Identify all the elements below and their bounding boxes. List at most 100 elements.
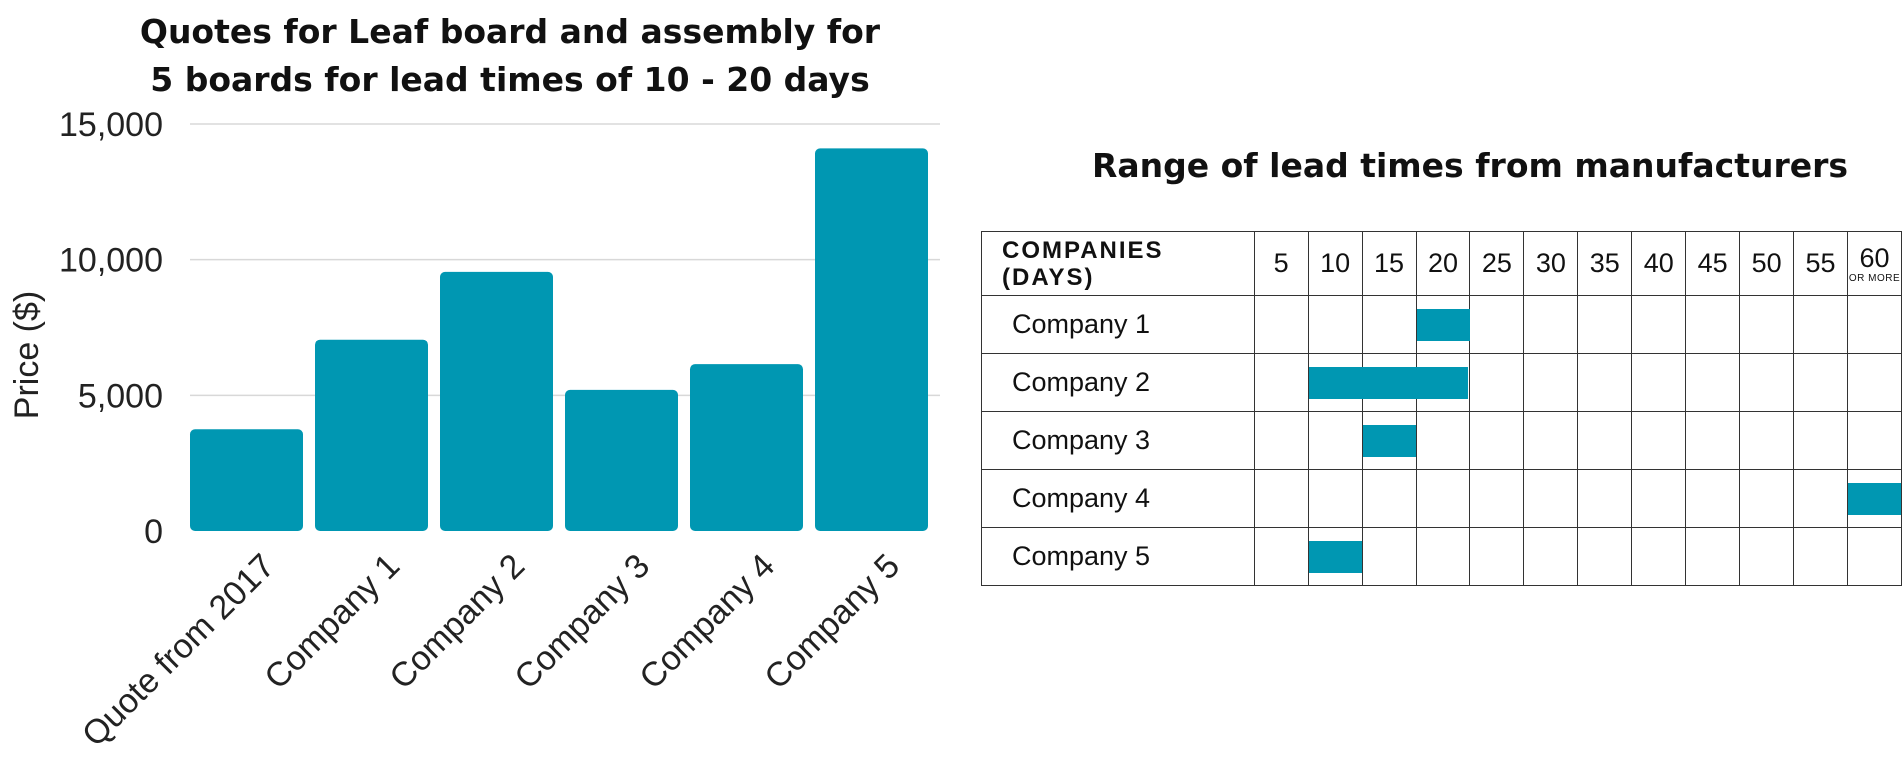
- day-cell: [1685, 295, 1741, 354]
- bar: [565, 389, 678, 531]
- day-cell: [1739, 469, 1795, 528]
- day-cell: [1793, 411, 1849, 470]
- day-cell: [1361, 353, 1417, 412]
- day-cell: [1523, 353, 1579, 412]
- day-cell: [1253, 469, 1309, 528]
- day-header: 50: [1739, 231, 1795, 296]
- day-cell: [1361, 295, 1417, 354]
- companies-days-header: COMPANIES (DAYS): [981, 231, 1255, 296]
- day-cell: [1523, 469, 1579, 528]
- company-row: Company 5: [981, 527, 1902, 586]
- day-cell: [1469, 527, 1525, 586]
- day-cell: [1793, 295, 1849, 354]
- day-header: 30: [1523, 231, 1579, 296]
- day-cell: [1577, 469, 1633, 528]
- bars: [190, 148, 928, 532]
- day-cell: [1739, 353, 1795, 412]
- lead-time-table-title: Range of lead times from manufacturers: [1091, 146, 1849, 185]
- company-name: Company 1: [981, 295, 1255, 354]
- x-tick-label: Company 5: [757, 547, 907, 697]
- day-cell: [1361, 527, 1417, 586]
- company-name: Company 3: [981, 411, 1255, 470]
- day-cell: [1739, 295, 1795, 354]
- lead-time-bar: [1308, 541, 1362, 573]
- day-cell: [1361, 469, 1417, 528]
- day-header: 60 OR MORE: [1847, 231, 1902, 296]
- day-cell: [1793, 527, 1849, 586]
- x-tick-label: Company 1: [257, 547, 407, 697]
- day-cell: [1307, 469, 1363, 528]
- day-header: 40: [1631, 231, 1687, 296]
- day-header: 25: [1469, 231, 1525, 296]
- day-cell: [1847, 411, 1902, 470]
- day-cell: [1469, 411, 1525, 470]
- day-cell: [1631, 527, 1687, 586]
- day-cell: [1415, 353, 1471, 412]
- lead-time-table: COMPANIES (DAYS) 5 10 15 20 25 30 35 40 45 50 55 60…: [981, 231, 1902, 586]
- lead-time-bar: [1362, 425, 1416, 457]
- day-cell: [1847, 527, 1902, 586]
- x-tick-label: Company 4: [632, 547, 782, 697]
- day-cell: [1253, 411, 1309, 470]
- company-row: Company 2: [981, 353, 1902, 412]
- day-cell: [1577, 411, 1633, 470]
- day-cell: [1415, 295, 1471, 354]
- day-cell: [1685, 411, 1741, 470]
- y-axis-ticks: 0 5,000 10,000 15,000: [59, 106, 163, 551]
- day-cell: [1793, 469, 1849, 528]
- day-cell: [1307, 353, 1468, 412]
- day-cell: [1523, 527, 1579, 586]
- company-row: Company 3: [981, 411, 1902, 470]
- x-tick-label: Company 3: [507, 547, 657, 697]
- day-cell: [1523, 295, 1579, 354]
- day-cell: [1577, 527, 1633, 586]
- company-name: Company 5: [981, 527, 1255, 586]
- day-cell: [1631, 353, 1687, 412]
- y-tick-label: 0: [144, 513, 163, 551]
- day-cell: [1631, 469, 1687, 528]
- day-cell: [1847, 469, 1902, 528]
- day-header: 45: [1685, 231, 1741, 296]
- day-cell: [1307, 411, 1363, 470]
- day-cell: [1253, 295, 1309, 354]
- bar: [815, 148, 928, 532]
- lead-time-body: Company 1 Company 2 Company 3 Company 4 Comp…: [981, 295, 1902, 586]
- lead-time-bar: [1848, 483, 1902, 515]
- day-cell: [1577, 295, 1633, 354]
- day-cell: [1793, 353, 1849, 412]
- x-tick-label: Quote from 2017: [75, 547, 282, 754]
- bar: [440, 271, 553, 531]
- day-header: 5: [1253, 231, 1309, 296]
- day-cell: [1415, 527, 1471, 586]
- day-cell: [1631, 295, 1687, 354]
- day-cell: [1469, 295, 1525, 354]
- day-cell: [1523, 411, 1579, 470]
- day-header-note: OR MORE: [1848, 272, 1901, 284]
- company-name: Company 2: [981, 353, 1255, 412]
- company-row: Company 1: [981, 295, 1902, 354]
- lead-time-bar: [1416, 309, 1470, 341]
- company-name: Company 4: [981, 469, 1255, 528]
- day-cell: [1847, 353, 1902, 412]
- day-cell: [1739, 411, 1795, 470]
- day-header: 55: [1793, 231, 1849, 296]
- company-row: Company 4: [981, 469, 1902, 528]
- day-cell: [1361, 411, 1417, 470]
- header-line-2: (DAYS): [1002, 263, 1095, 291]
- day-header-value: 60: [1859, 242, 1890, 273]
- bar: [315, 339, 428, 531]
- day-cell: [1307, 527, 1363, 586]
- day-cell: [1847, 295, 1902, 354]
- day-cell: [1415, 411, 1471, 470]
- day-cell: [1415, 469, 1471, 528]
- day-header: 10: [1307, 231, 1363, 296]
- day-cell: [1253, 353, 1309, 412]
- y-axis-label: Price ($): [8, 291, 46, 419]
- bar: [690, 364, 803, 531]
- day-cell: [1577, 353, 1633, 412]
- header-line-1: COMPANIES: [1002, 236, 1164, 264]
- day-cell: [1253, 527, 1309, 586]
- bar: [190, 429, 303, 531]
